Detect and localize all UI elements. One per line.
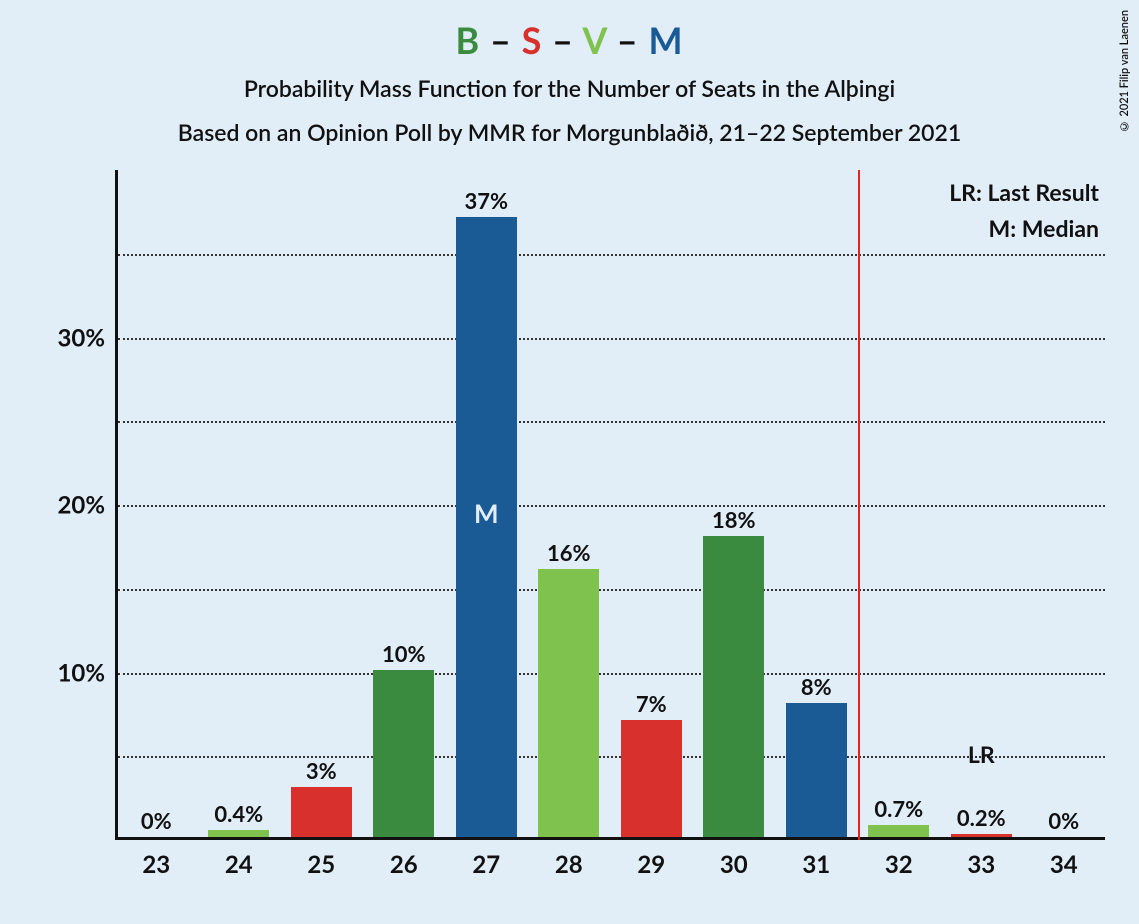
grid-line <box>118 589 1105 591</box>
bar-value-label: 0% <box>1048 807 1079 834</box>
x-tick-label: 34 <box>1050 850 1078 879</box>
x-tick-label: 31 <box>802 850 830 879</box>
bar-value-label: 16% <box>547 539 591 566</box>
bar-value-label: 0.4% <box>214 800 263 827</box>
title-s: S <box>522 18 543 62</box>
y-tick-label: 10% <box>57 658 105 687</box>
bar <box>951 834 1012 837</box>
legend-lr: LR: Last Result <box>949 178 1099 206</box>
bar <box>373 670 434 838</box>
bar <box>208 830 269 837</box>
x-tick-label: 29 <box>637 850 665 879</box>
chart-subtitle-1: Probability Mass Function for the Number… <box>0 74 1139 102</box>
last-result-marker: LR <box>968 740 995 768</box>
x-tick-label: 23 <box>142 850 170 879</box>
chart-container: B – S – V – M Probability Mass Function … <box>0 0 1139 924</box>
bar <box>621 720 682 837</box>
grid-line <box>118 421 1105 423</box>
grid-line <box>118 505 1105 507</box>
median-marker: M <box>474 497 499 529</box>
x-axis <box>115 837 1105 840</box>
grid-line <box>118 673 1105 675</box>
x-tick-label: 32 <box>885 850 913 879</box>
y-tick-label: 20% <box>57 491 105 520</box>
bar-value-label: 37% <box>464 187 508 214</box>
title-b: B <box>456 18 481 62</box>
x-tick-label: 27 <box>472 850 500 879</box>
x-tick-label: 24 <box>225 850 253 879</box>
x-tick-label: 33 <box>967 850 995 879</box>
bar <box>786 703 847 837</box>
bar-value-label: 3% <box>306 757 337 784</box>
copyright-text: © 2021 Filip van Laenen <box>1118 10 1131 132</box>
grid-line <box>118 254 1105 256</box>
x-tick-label: 28 <box>555 850 583 879</box>
y-tick-label: 30% <box>57 323 105 352</box>
last-result-line <box>858 170 860 840</box>
grid-line <box>118 338 1105 340</box>
bar-value-label: 7% <box>636 690 667 717</box>
bar <box>291 787 352 837</box>
x-tick-label: 25 <box>307 850 335 879</box>
grid-line <box>118 756 1105 758</box>
chart-title: B – S – V – M <box>0 18 1139 62</box>
bar-value-label: 8% <box>801 673 832 700</box>
bar <box>868 825 929 837</box>
bar-value-label: 0.2% <box>957 804 1006 831</box>
title-v: V <box>582 18 607 62</box>
chart-subtitle-2: Based on an Opinion Poll by MMR for Morg… <box>0 118 1139 146</box>
plot-area: 10%20%30%0%230.4%243%2510%2637%27M16%287… <box>115 170 1105 840</box>
bar-value-label: 10% <box>382 640 426 667</box>
bar <box>538 569 599 837</box>
legend-median: M: Median <box>989 214 1099 242</box>
bar-value-label: 0.7% <box>874 795 923 822</box>
bar-value-label: 18% <box>712 506 756 533</box>
x-tick-label: 26 <box>390 850 418 879</box>
x-tick-label: 30 <box>720 850 748 879</box>
bar-value-label: 0% <box>141 807 172 834</box>
title-m: M <box>648 18 683 62</box>
bar <box>703 536 764 838</box>
